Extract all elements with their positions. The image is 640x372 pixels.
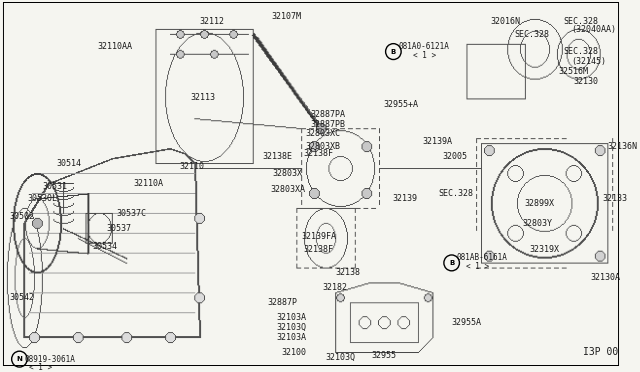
Text: 32139: 32139 [393, 194, 418, 203]
Text: 32130A: 32130A [591, 273, 621, 282]
Text: 32100: 32100 [282, 348, 307, 357]
Text: (32040AA): (32040AA) [571, 25, 616, 34]
Text: 32182: 32182 [323, 283, 348, 292]
Text: 30514: 30514 [56, 159, 81, 168]
Text: 32130: 32130 [573, 77, 598, 86]
Text: 32112: 32112 [199, 17, 224, 26]
Text: 32887P: 32887P [267, 298, 297, 307]
Text: 32516M: 32516M [559, 67, 589, 76]
Text: 30537: 30537 [107, 224, 132, 232]
Text: 32103Q: 32103Q [325, 353, 355, 362]
Text: 30530L: 30530L [27, 194, 57, 203]
Text: 32138F: 32138F [303, 149, 333, 158]
Text: B: B [449, 260, 454, 266]
Text: 32887PA: 32887PA [311, 110, 346, 119]
Text: 30542: 30542 [10, 293, 35, 302]
Text: 32139A: 32139A [422, 137, 452, 146]
Text: N: N [17, 356, 22, 362]
Text: 32136N: 32136N [607, 142, 637, 151]
Text: SEC.328: SEC.328 [563, 17, 598, 26]
Text: SEC.328: SEC.328 [563, 47, 598, 56]
Text: (32145): (32145) [571, 57, 606, 66]
Text: 32139FA: 32139FA [301, 232, 336, 241]
Text: 32138F: 32138F [303, 246, 333, 254]
Text: 32319X: 32319X [529, 246, 559, 254]
Text: 30537C: 30537C [116, 209, 147, 218]
Text: 32110: 32110 [179, 162, 204, 171]
Text: 32138E: 32138E [262, 152, 292, 161]
Text: < 1 >: < 1 > [413, 51, 436, 60]
Text: 32103A: 32103A [277, 333, 307, 342]
Text: 081AB-6161A: 081AB-6161A [456, 253, 508, 262]
Text: 081A0-6121A: 081A0-6121A [398, 42, 449, 51]
Text: 32803Y: 32803Y [522, 219, 552, 228]
Text: 32803XC: 32803XC [305, 129, 340, 138]
Text: 32016N: 32016N [490, 17, 520, 26]
Text: 30534: 30534 [92, 241, 117, 250]
Text: SEC.328: SEC.328 [438, 189, 473, 198]
Text: 32955+A: 32955+A [383, 100, 419, 109]
Text: 32899X: 32899X [525, 199, 554, 208]
Text: I3P 00: I3P 00 [583, 347, 618, 357]
Text: 32005: 32005 [442, 152, 467, 161]
Text: 32103A: 32103A [277, 313, 307, 322]
Text: 08919-3061A: 08919-3061A [24, 355, 75, 363]
Text: 32887PB: 32887PB [311, 119, 346, 128]
Text: 32803X: 32803X [272, 169, 302, 178]
Text: 32133: 32133 [602, 194, 627, 203]
Text: 30531: 30531 [43, 182, 68, 191]
Text: 32138: 32138 [335, 268, 360, 277]
Text: 32110A: 32110A [133, 179, 163, 188]
Text: 30502: 30502 [10, 212, 35, 221]
Text: 32955A: 32955A [452, 318, 482, 327]
Text: 32113: 32113 [190, 93, 216, 102]
Text: 32803XB: 32803XB [305, 142, 340, 151]
Text: 32110AA: 32110AA [97, 42, 132, 51]
Text: 32955: 32955 [371, 351, 396, 360]
Text: 32107M: 32107M [271, 12, 301, 21]
Text: B: B [391, 49, 396, 55]
Text: SEC.328: SEC.328 [515, 30, 550, 39]
Text: < 1 >: < 1 > [466, 262, 490, 271]
Text: < 1 >: < 1 > [29, 363, 52, 372]
Text: 32103Q: 32103Q [277, 323, 307, 332]
Text: 32803XA: 32803XA [270, 185, 305, 194]
